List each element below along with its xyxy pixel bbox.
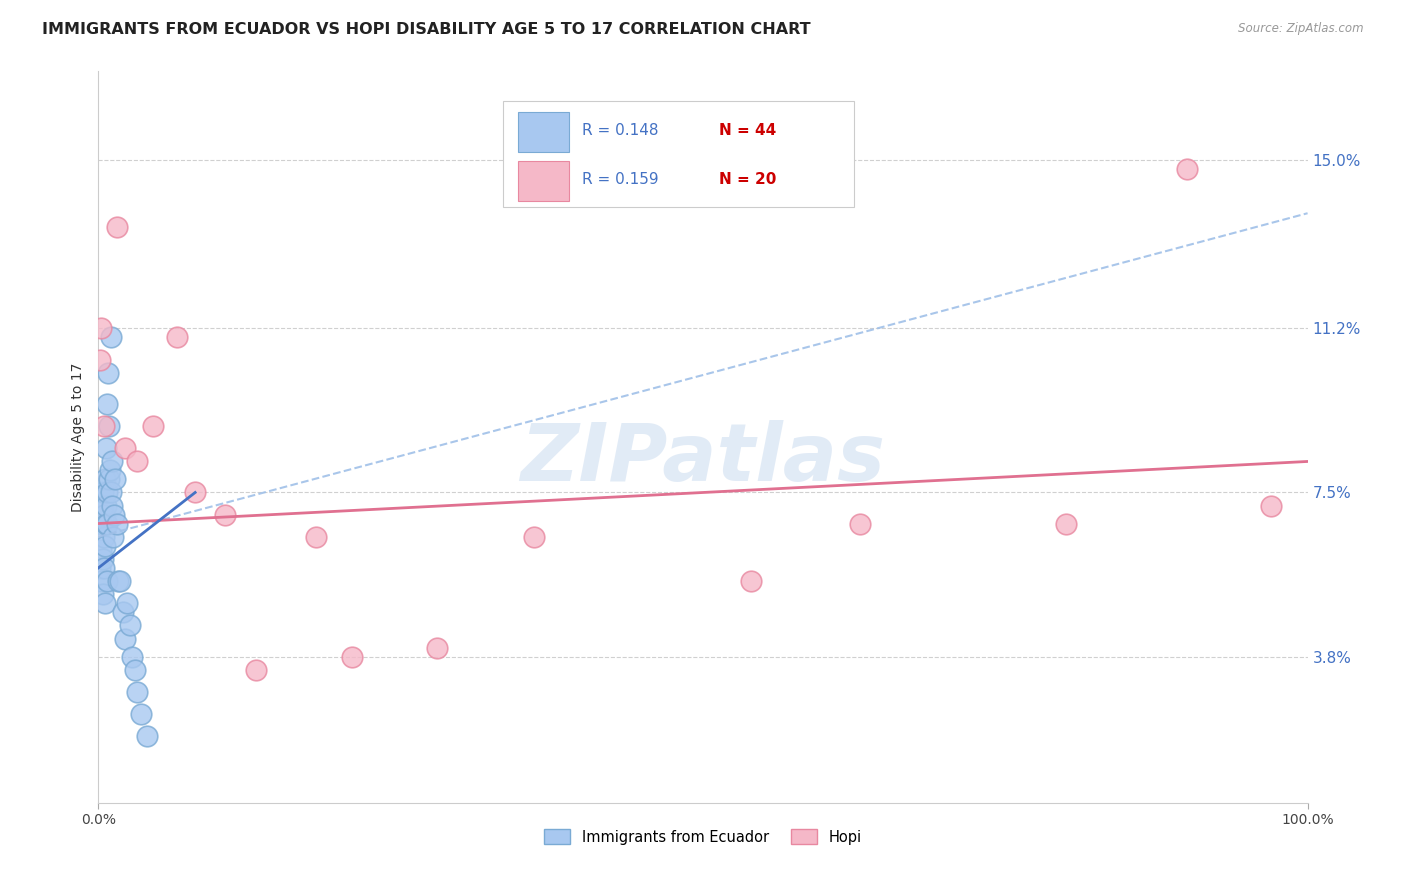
Point (129, 707, 152, 722)
Point (98, 463, 121, 477)
Point (108, 574, 131, 589)
Point (105, 516, 128, 531)
Point (100, 499, 122, 513)
FancyBboxPatch shape (503, 101, 855, 207)
Point (89, 352, 111, 367)
Point (94, 472, 117, 486)
Text: Source: ZipAtlas.com: Source: ZipAtlas.com (1239, 22, 1364, 36)
Point (117, 596, 139, 610)
Point (1175, 161, 1198, 176)
Point (91, 587, 114, 601)
Point (100, 485, 122, 500)
Point (142, 419, 165, 434)
Point (90, 574, 112, 589)
Point (90, 321, 112, 335)
Point (127, 685, 149, 699)
Point (166, 330, 188, 344)
Point (103, 508, 125, 522)
Point (96, 574, 118, 589)
Point (118, 618, 141, 632)
Point (214, 508, 236, 522)
Point (114, 632, 136, 646)
Point (104, 472, 127, 486)
Point (96, 516, 118, 531)
Point (107, 574, 129, 589)
Point (90, 543, 112, 558)
Point (93, 530, 115, 544)
Point (127, 454, 149, 468)
Point (184, 485, 207, 500)
Point (1260, 499, 1282, 513)
FancyBboxPatch shape (517, 161, 569, 201)
Point (114, 441, 136, 455)
Point (91, 516, 114, 531)
Point (96, 397, 118, 411)
Point (93, 539, 115, 553)
Text: N = 44: N = 44 (718, 123, 776, 138)
Point (426, 640, 449, 655)
Point (124, 663, 146, 677)
Text: ZIPatlas: ZIPatlas (520, 420, 886, 498)
FancyBboxPatch shape (517, 112, 569, 153)
Point (849, 516, 872, 531)
Text: R = 0.148: R = 0.148 (582, 123, 658, 138)
Point (96, 499, 118, 513)
Y-axis label: Disability Age 5 to 17: Disability Age 5 to 17 (70, 362, 84, 512)
Point (93, 485, 115, 500)
Point (93, 561, 115, 575)
Point (121, 649, 143, 664)
Point (101, 454, 124, 468)
Point (91, 552, 114, 566)
Point (305, 530, 328, 544)
Point (94, 441, 117, 455)
Point (135, 729, 157, 743)
Point (342, 649, 364, 664)
Point (740, 574, 762, 589)
Text: IMMIGRANTS FROM ECUADOR VS HOPI DISABILITY AGE 5 TO 17 CORRELATION CHART: IMMIGRANTS FROM ECUADOR VS HOPI DISABILI… (42, 22, 811, 37)
Point (245, 663, 267, 677)
Point (97, 366, 120, 380)
Point (98, 472, 121, 486)
Point (93, 508, 115, 522)
Point (97, 419, 120, 434)
Point (91, 499, 114, 513)
Point (100, 330, 122, 344)
Point (111, 605, 134, 619)
Point (96, 485, 118, 500)
Point (89, 561, 111, 575)
Point (523, 530, 546, 544)
Text: R = 0.159: R = 0.159 (582, 171, 658, 186)
Text: N = 20: N = 20 (718, 171, 776, 186)
Point (1054, 516, 1077, 531)
Point (105, 219, 128, 234)
Point (94, 516, 117, 531)
Legend: Immigrants from Ecuador, Hopi: Immigrants from Ecuador, Hopi (538, 823, 868, 850)
Point (94, 596, 117, 610)
Point (101, 530, 124, 544)
Point (93, 419, 115, 434)
